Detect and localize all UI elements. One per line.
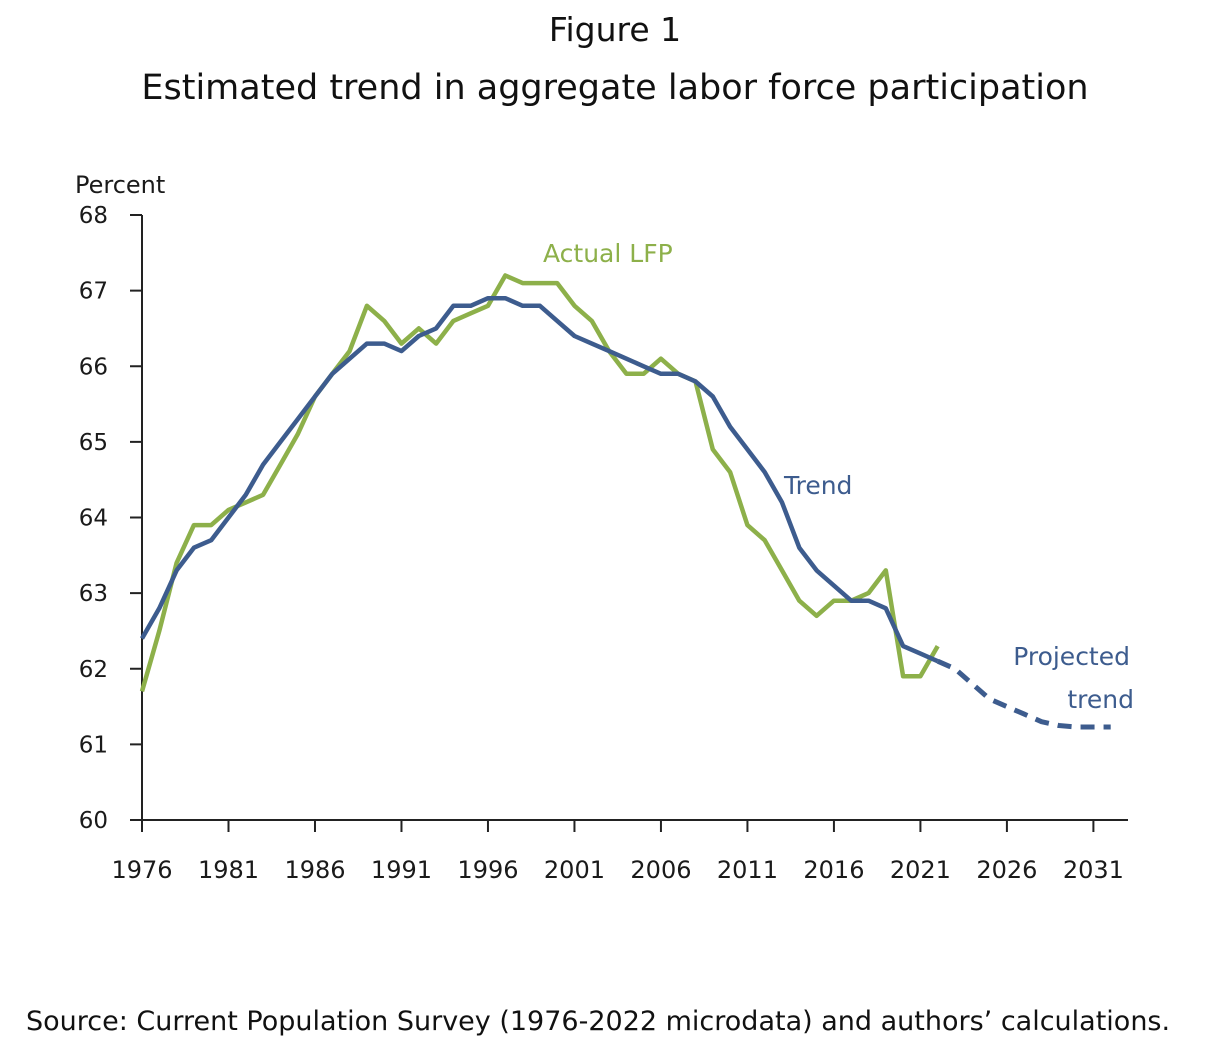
label-projected: Projected <box>1013 642 1130 671</box>
y-tick-label: 63 <box>79 581 108 607</box>
series-labels: Actual LFP Trend Projected trend <box>543 239 1134 714</box>
actual-lfp-line <box>139 273 940 693</box>
y-axis-label: Percent <box>75 171 165 199</box>
x-tick-label: 2006 <box>630 856 691 884</box>
x-tick-label: 1991 <box>371 856 432 884</box>
trend-line <box>140 295 939 664</box>
y-tick-label: 68 <box>79 203 108 229</box>
y-tick-labels: 60 61 62 63 64 65 66 67 68 <box>79 203 108 834</box>
series-layer <box>139 273 1111 730</box>
y-tick-label: 64 <box>79 506 108 532</box>
label-projected-trend: trend <box>1067 685 1134 714</box>
axes <box>130 214 1128 832</box>
x-tick-label: 2026 <box>976 856 1037 884</box>
y-tick-label: 61 <box>79 732 108 758</box>
projected-trend-line <box>936 658 1111 730</box>
x-tick-label: 1996 <box>457 856 518 884</box>
x-tick-label: 1976 <box>111 856 172 884</box>
x-tick-label: 1981 <box>198 856 259 884</box>
y-tick-label: 60 <box>79 808 108 834</box>
y-tick-label: 65 <box>79 430 108 456</box>
x-tick-label: 2021 <box>890 856 951 884</box>
x-tick-labels: 1976 1981 1986 1991 1996 2001 2006 2011 2016 2021… <box>111 856 1123 884</box>
y-tick-label: 67 <box>79 279 108 305</box>
x-tick-label: 2016 <box>803 856 864 884</box>
x-tick-label: 2031 <box>1063 856 1124 884</box>
x-tick-label: 2001 <box>544 856 605 884</box>
label-trend: Trend <box>783 471 852 500</box>
chart-title: Estimated trend in aggregate labor force… <box>141 68 1089 108</box>
x-tick-label: 2011 <box>717 856 778 884</box>
label-actual-lfp: Actual LFP <box>543 239 673 268</box>
x-tick-label: 1986 <box>284 856 345 884</box>
figure-label: Figure 1 <box>548 10 682 49</box>
y-tick-label: 62 <box>79 657 108 683</box>
y-tick-label: 66 <box>79 354 108 380</box>
source-note: Source: Current Population Survey (1976-… <box>26 1006 1171 1037</box>
